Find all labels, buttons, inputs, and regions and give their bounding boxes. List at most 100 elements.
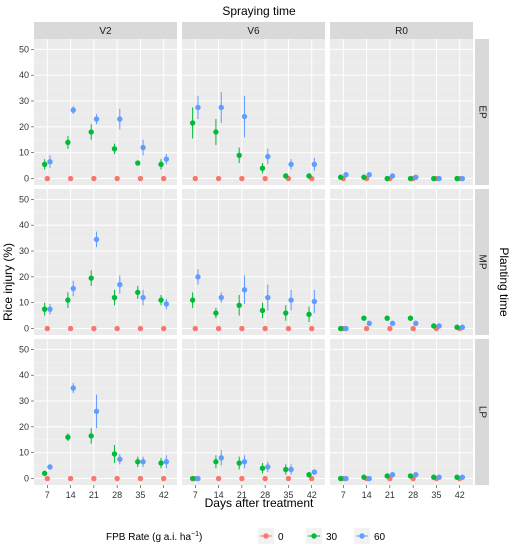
data-point: [384, 473, 390, 479]
y-tick-label: 0: [24, 174, 29, 184]
data-point: [389, 320, 396, 327]
data-point: [259, 165, 266, 171]
legend-entry-label: 30: [326, 532, 338, 543]
data-point: [337, 475, 344, 482]
col-strip-label: V2: [99, 26, 112, 37]
data-point: [241, 287, 248, 293]
data-point: [363, 325, 370, 332]
data-point: [140, 144, 146, 151]
data-point: [47, 159, 53, 165]
data-point: [431, 323, 437, 329]
data-point: [135, 160, 141, 166]
data-point: [311, 161, 318, 168]
data-point: [384, 175, 390, 182]
data-point: [288, 161, 294, 168]
data-point: [111, 451, 118, 457]
data-point: [65, 434, 71, 440]
col-strip-label: V6: [247, 26, 260, 37]
data-point: [262, 325, 268, 332]
data-point: [88, 433, 94, 439]
y-tick-label: 20: [19, 122, 29, 132]
data-point: [410, 325, 416, 332]
data-point: [41, 161, 48, 168]
x-tick-label: 14: [362, 490, 372, 500]
panel-background: [34, 39, 177, 185]
y-tick-label: 40: [19, 70, 29, 80]
data-point: [189, 297, 196, 303]
data-point: [343, 171, 349, 178]
facet-panels: V2 V6 R0 EP MP LP 0 10 20 30 40 50 0 10 20 30 40 50 0 10 20 3…: [19, 22, 489, 500]
data-point: [70, 385, 76, 391]
row-strip: [475, 39, 489, 185]
data-point: [454, 474, 460, 480]
data-point: [117, 456, 123, 462]
data-point: [163, 301, 170, 307]
data-point: [88, 129, 94, 135]
data-point: [337, 174, 344, 180]
y-tick-label: 20: [19, 272, 29, 282]
data-point: [93, 408, 100, 415]
data-point: [114, 325, 120, 332]
data-point: [431, 175, 437, 182]
x-tick-label: 35: [283, 490, 293, 500]
data-point: [241, 459, 248, 465]
data-point: [213, 310, 219, 316]
data-point: [288, 297, 294, 303]
right-facet-label: Planting time: [497, 247, 511, 317]
data-point: [44, 175, 51, 182]
y-tick-label: 50: [19, 44, 29, 54]
data-point: [160, 175, 167, 182]
panel-background: [330, 39, 473, 185]
legend-title: FPB Rate (g a.i. ha−1): [106, 531, 202, 543]
legend-key-point: [359, 533, 365, 539]
data-point: [236, 152, 242, 158]
row-strip: [475, 339, 489, 485]
data-point: [91, 175, 97, 182]
chart-title: Spraying time: [222, 4, 296, 18]
row-strip-label: LP: [477, 406, 488, 419]
data-point: [413, 471, 419, 478]
data-point: [111, 294, 118, 301]
data-point: [407, 473, 414, 479]
data-point: [44, 325, 51, 332]
y-tick-label: 30: [19, 96, 29, 106]
x-tick-label: 21: [385, 490, 395, 500]
x-tick-label: 14: [214, 490, 224, 500]
data-point: [436, 323, 442, 329]
data-point: [163, 459, 170, 465]
data-point: [117, 116, 123, 122]
x-tick-label: 35: [431, 490, 441, 500]
data-point: [262, 175, 268, 182]
data-point: [283, 173, 289, 179]
data-point: [308, 475, 315, 482]
data-point: [366, 320, 372, 327]
x-tick-label: 7: [341, 490, 346, 500]
data-point: [283, 466, 289, 473]
data-point: [67, 475, 74, 482]
data-point: [67, 325, 74, 332]
data-point: [389, 173, 396, 179]
data-point: [189, 475, 196, 482]
data-point: [239, 175, 245, 182]
y-axis-label: Rice injury (%): [1, 243, 15, 321]
y-tick-label: 20: [19, 422, 29, 432]
x-tick-label: 14: [66, 490, 76, 500]
data-point: [285, 475, 292, 482]
data-point: [195, 274, 201, 280]
data-point: [215, 475, 222, 482]
data-point: [140, 294, 146, 301]
data-point: [308, 325, 315, 332]
data-point: [140, 459, 146, 465]
data-point: [88, 275, 94, 281]
y-tick-label: 0: [24, 324, 29, 334]
row-strip-label: EP: [477, 105, 488, 119]
data-point: [160, 475, 167, 482]
data-point: [384, 315, 390, 321]
data-point: [283, 310, 289, 316]
legend-key-point: [263, 533, 269, 539]
panel-background: [34, 339, 177, 485]
data-point: [67, 175, 74, 182]
data-point: [215, 325, 222, 332]
data-point: [265, 464, 271, 470]
